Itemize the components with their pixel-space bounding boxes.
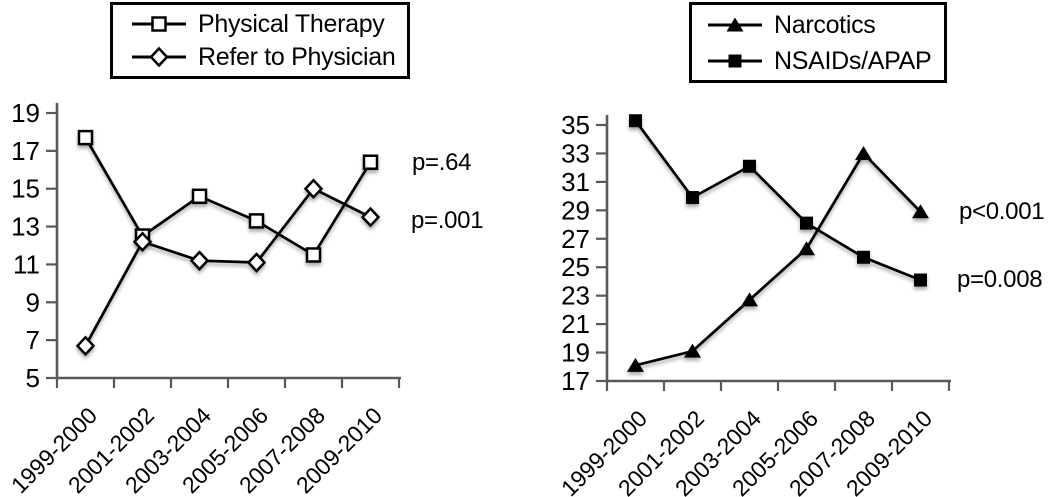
- filled-triangle-marker: [798, 241, 815, 256]
- open-diamond-marker: [75, 335, 96, 357]
- y-tick-label: 19: [561, 338, 590, 368]
- open-square-marker: [77, 129, 94, 146]
- filled-triangle-marker: [684, 343, 701, 358]
- open-square-marker: [248, 213, 265, 229]
- legend-label-nsaids-apap: NSAIDs/APAP: [774, 46, 932, 75]
- open-diamond-marker: [303, 178, 324, 200]
- y-tick-label: 27: [561, 224, 590, 254]
- series-narcotics: [627, 145, 929, 372]
- legend-item-nsaids-apap: NSAIDs/APAP: [707, 46, 944, 76]
- filled-triangle-marker: [912, 204, 929, 219]
- open-square-marker: [305, 247, 322, 263]
- filled-triangle-marker: [726, 17, 744, 31]
- pvalue-refer-to-physician: p=.001: [411, 207, 484, 234]
- pvalue-nsaids-apap: p=0.008: [957, 266, 1043, 293]
- legend-item-narcotics: Narcotics: [707, 10, 944, 40]
- y-tick-label: 9: [26, 287, 40, 317]
- y-tick-label: 33: [561, 138, 590, 168]
- legend-left-chart: Physical Therapy Refer to Physician: [110, 2, 410, 79]
- open-diamond-marker: [360, 206, 381, 228]
- physical-therapy-marker-icon: [132, 16, 186, 32]
- filled-square-marker: [914, 273, 927, 287]
- pvalue-narcotics: p<0.001: [959, 198, 1045, 225]
- legend-label-physical-therapy: Physical Therapy: [198, 10, 385, 38]
- y-tick-label: 7: [26, 325, 40, 355]
- open-square-marker: [151, 16, 167, 32]
- left-chart: 57911131517191999-20002001-20022003-2004…: [6, 98, 401, 497]
- y-tick-label: 21: [561, 309, 590, 339]
- filled-square-marker: [857, 250, 870, 264]
- series-physical-therapy: [77, 129, 379, 263]
- y-tick-label: 17: [561, 366, 590, 396]
- y-tick-label: 13: [11, 212, 40, 242]
- y-tick-label: 25: [561, 252, 590, 282]
- nsaids-apap-marker-icon: [708, 54, 762, 67]
- filled-square-marker: [629, 114, 642, 128]
- y-tick-label: 31: [561, 167, 590, 197]
- series-refer-to-physician: [75, 178, 381, 357]
- open-diamond-marker: [132, 231, 153, 253]
- pvalue-physical-therapy: p=.64: [412, 149, 472, 176]
- filled-square-marker: [728, 54, 742, 67]
- filled-square-marker: [800, 216, 813, 230]
- series-nsaids-apap: [629, 114, 927, 287]
- open-square-marker: [362, 154, 379, 170]
- filled-triangle-marker: [855, 145, 872, 160]
- open-diamond-marker: [246, 252, 267, 273]
- y-tick-label: 15: [11, 174, 40, 204]
- open-square-marker: [191, 188, 208, 205]
- filled-triangle-marker: [741, 292, 758, 307]
- y-tick-label: 35: [561, 110, 590, 140]
- legend-item-physical-therapy: Physical Therapy: [131, 9, 407, 39]
- legend-item-refer-to-physician: Refer to Physician: [131, 42, 407, 72]
- filled-square-marker: [743, 159, 756, 173]
- series-line: [84, 136, 372, 257]
- open-diamond-marker: [189, 250, 210, 271]
- filled-triangle-marker: [627, 357, 644, 372]
- y-tick-label: 5: [26, 363, 40, 393]
- legend-right-chart: Narcotics NSAIDs/APAP: [689, 2, 947, 83]
- open-diamond-marker: [149, 46, 169, 68]
- series-line: [634, 119, 922, 282]
- y-tick-label: 17: [11, 136, 40, 166]
- y-tick-label: 11: [13, 249, 40, 279]
- legend-label-narcotics: Narcotics: [774, 10, 876, 39]
- y-tick-label: 29: [561, 195, 590, 225]
- series-line: [635, 151, 922, 367]
- narcotics-marker-icon: [708, 17, 762, 31]
- legend-label-refer-to-physician: Refer to Physician: [198, 43, 396, 71]
- y-tick-label: 19: [11, 98, 40, 128]
- refer-to-physician-marker-icon: [132, 46, 186, 68]
- y-tick-label: 23: [561, 281, 590, 311]
- filled-square-marker: [686, 191, 699, 205]
- series-line: [84, 187, 372, 347]
- right-chart: 171921232527293133351999-20002001-200220…: [556, 110, 951, 497]
